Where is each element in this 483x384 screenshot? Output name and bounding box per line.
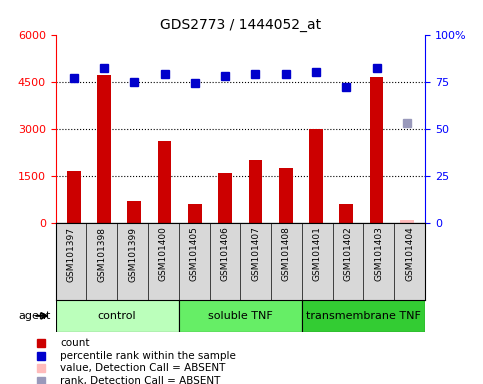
Text: GSM101405: GSM101405 — [190, 227, 199, 281]
Bar — [56, 300, 179, 332]
Bar — [370, 77, 384, 223]
Text: GSM101406: GSM101406 — [220, 227, 229, 281]
Bar — [218, 172, 232, 223]
Text: value, Detection Call = ABSENT: value, Detection Call = ABSENT — [60, 363, 226, 373]
Bar — [128, 201, 141, 223]
Text: GSM101403: GSM101403 — [374, 227, 384, 281]
Bar — [340, 204, 353, 223]
Text: GSM101400: GSM101400 — [159, 227, 168, 281]
Text: GSM101399: GSM101399 — [128, 227, 137, 281]
Bar — [179, 300, 302, 332]
Text: GSM101407: GSM101407 — [251, 227, 260, 281]
Text: GSM101402: GSM101402 — [343, 227, 353, 281]
Bar — [400, 220, 413, 223]
Text: GSM101401: GSM101401 — [313, 227, 322, 281]
Text: percentile rank within the sample: percentile rank within the sample — [60, 351, 236, 361]
Bar — [158, 141, 171, 223]
Text: GSM101408: GSM101408 — [282, 227, 291, 281]
Text: transmembrane TNF: transmembrane TNF — [306, 311, 421, 321]
Bar — [249, 160, 262, 223]
Bar — [309, 129, 323, 223]
Text: rank, Detection Call = ABSENT: rank, Detection Call = ABSENT — [60, 376, 221, 384]
Text: GSM101397: GSM101397 — [67, 227, 75, 281]
Bar — [302, 300, 425, 332]
Bar — [188, 204, 202, 223]
Bar — [279, 168, 293, 223]
Text: count: count — [60, 338, 90, 348]
Text: GSM101404: GSM101404 — [405, 227, 414, 281]
Title: GDS2773 / 1444052_at: GDS2773 / 1444052_at — [160, 18, 321, 32]
Bar — [97, 75, 111, 223]
Text: agent: agent — [18, 311, 51, 321]
Text: control: control — [98, 311, 136, 321]
Bar — [67, 171, 81, 223]
Text: GSM101398: GSM101398 — [97, 227, 106, 281]
Text: soluble TNF: soluble TNF — [208, 311, 273, 321]
